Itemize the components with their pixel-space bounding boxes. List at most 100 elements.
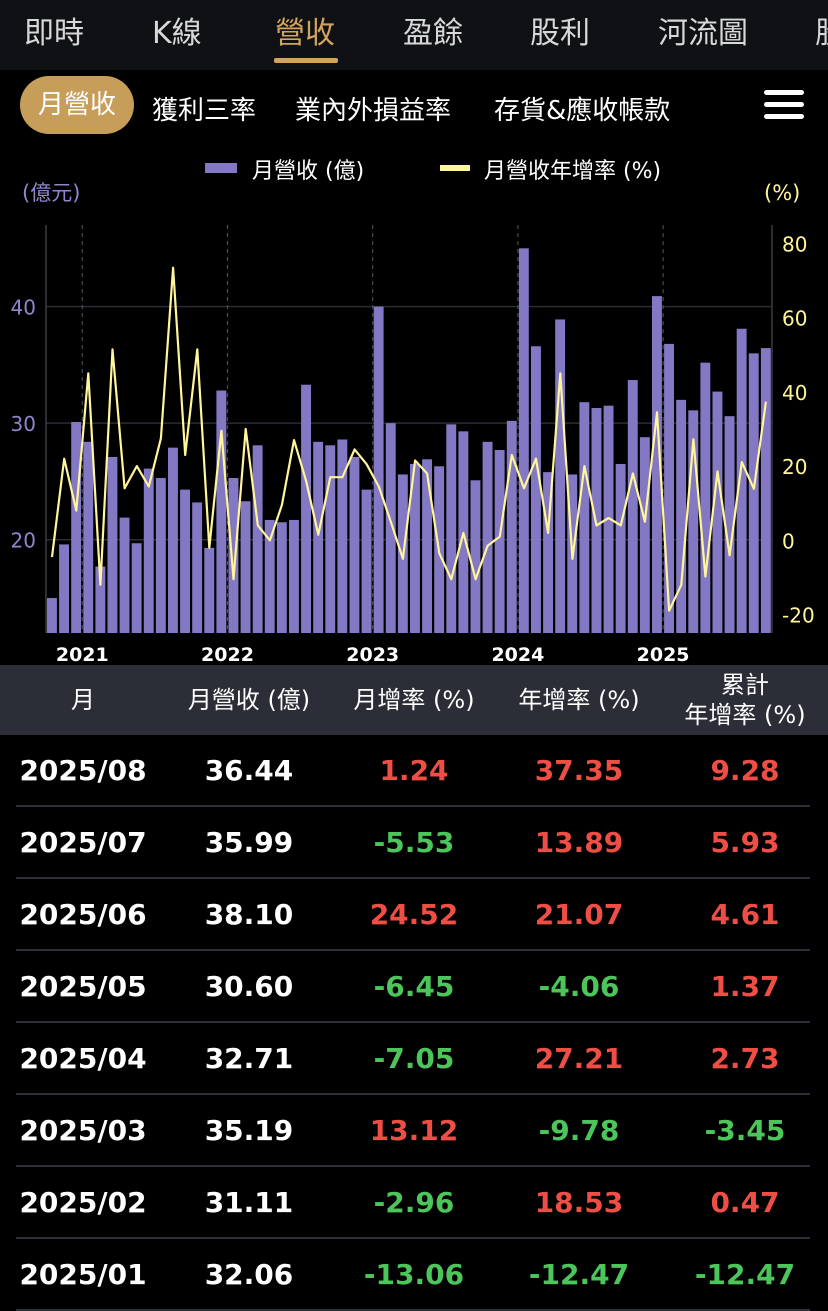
cell-mom: -6.45 [373, 970, 455, 1003]
header-mom[interactable]: 月增率 (%) [353, 686, 475, 714]
revenue-bar [216, 390, 227, 633]
active-tab-indicator [274, 58, 338, 63]
tab-river-chart[interactable]: 河流圖 [658, 16, 748, 51]
revenue-bar [664, 343, 674, 633]
revenue-bar [422, 459, 432, 633]
revenue-bar [627, 380, 638, 633]
revenue-bar [119, 517, 130, 633]
right-axis-unit: (%) [764, 181, 800, 205]
cell-mom: 13.12 [369, 1114, 459, 1147]
revenue-bar [482, 441, 493, 633]
revenue-bar [676, 399, 687, 633]
cell-revenue: 35.19 [204, 1114, 294, 1147]
subtab-inventory-receivables[interactable]: 存貨&應收帳款 [494, 96, 671, 126]
cell-cum: 1.37 [710, 970, 780, 1003]
revenue-bar [712, 391, 723, 633]
cell-yoy: -9.78 [538, 1114, 620, 1147]
tab-stock-partial[interactable]: 股 [815, 8, 828, 52]
revenue-bar [71, 422, 82, 633]
cell-month: 2025/07 [19, 826, 147, 859]
table-row[interactable]: 2025/05 30.60 -6.45 -4.06 1.37 [0, 951, 828, 1023]
cell-mom: -5.53 [373, 826, 455, 859]
revenue-bar [131, 543, 142, 633]
x-tick-label: 2023 [346, 644, 399, 665]
cell-month: 2025/02 [19, 1186, 147, 1219]
revenue-bar [180, 489, 190, 633]
cell-cum: 4.61 [710, 898, 780, 931]
cell-month: 2025/06 [19, 898, 147, 931]
tab-earnings[interactable]: 盈餘 [403, 16, 463, 51]
tab-realtime[interactable]: 即時 [24, 16, 84, 51]
legend-yoy-label: 月營收年增率 (%) [484, 159, 661, 184]
table-row[interactable]: 2025/07 35.99 -5.53 13.89 5.93 [0, 807, 828, 879]
cell-revenue: 32.06 [204, 1258, 294, 1291]
cell-month: 2025/08 [19, 754, 147, 787]
table-row[interactable]: 2025/08 36.44 1.24 37.35 9.28 [0, 735, 828, 807]
left-axis-unit: (億元) [22, 181, 80, 205]
tab-kline[interactable]: K線 [152, 16, 202, 51]
table-row[interactable]: 2025/03 35.19 13.12 -9.78 -3.45 [0, 1095, 828, 1167]
yoy-line [50, 266, 767, 612]
revenue-bar [289, 519, 299, 633]
revenue-bar [760, 348, 771, 633]
revenue-bar [543, 472, 553, 633]
revenue-bar [228, 477, 239, 633]
revenue-bar [264, 519, 275, 633]
header-month[interactable]: 月 [71, 686, 95, 714]
revenue-bar [639, 437, 650, 633]
revenue-bar [603, 405, 614, 633]
legend-line-swatch [440, 165, 470, 171]
cell-mom: -2.96 [373, 1186, 455, 1219]
revenue-bar [240, 501, 251, 633]
row-divider [16, 1165, 810, 1167]
revenue-bar [385, 423, 396, 633]
x-tick-label: 2025 [637, 644, 690, 665]
tab-dividend[interactable]: 股利 [530, 16, 590, 51]
header-cumulative-yoy[interactable]: 累計 年增率 (%) [662, 665, 828, 735]
revenue-bar [724, 416, 735, 633]
yoy-line-path [50, 266, 767, 612]
cell-month: 2025/03 [19, 1114, 147, 1147]
revenue-bar [506, 420, 517, 633]
revenue-bar [95, 566, 106, 633]
right-tick-label: 40 [782, 381, 807, 405]
right-tick-label: 80 [782, 233, 807, 257]
revenue-bar [276, 522, 287, 633]
row-divider [16, 1093, 810, 1095]
cell-revenue: 32.71 [204, 1042, 294, 1075]
sub-tab-bar: 月營收 獲利三率 業內外損益率 存貨&應收帳款 [0, 70, 828, 140]
row-divider [16, 805, 810, 807]
revenue-bar [494, 449, 505, 633]
cell-revenue: 38.10 [204, 898, 294, 931]
tab-revenue[interactable]: 營收 [275, 16, 335, 51]
table-row[interactable]: 2025/06 38.10 24.52 21.07 4.61 [0, 879, 828, 951]
subtab-operating-income-ratio[interactable]: 業內外損益率 [295, 96, 452, 126]
row-divider [16, 1021, 810, 1023]
row-divider [16, 877, 810, 879]
cell-cum: -12.47 [694, 1258, 796, 1291]
table-row[interactable]: 2025/04 32.71 -7.05 27.21 2.73 [0, 1023, 828, 1095]
revenue-bar [410, 463, 420, 633]
cell-yoy: -12.47 [528, 1258, 630, 1291]
revenue-bar [531, 346, 541, 633]
right-tick-label: 0 [782, 529, 795, 553]
header-yoy[interactable]: 年增率 (%) [518, 686, 640, 714]
cell-yoy: 21.07 [534, 898, 624, 931]
revenue-bar [349, 456, 360, 633]
table-row[interactable]: 2025/01 32.06 -13.06 -12.47 -12.47 [0, 1239, 828, 1311]
chart-grid [45, 225, 773, 633]
revenue-bar [748, 353, 759, 633]
left-tick-label: 40 [11, 296, 36, 320]
revenue-bar [107, 456, 118, 633]
table-row[interactable]: 2025/02 31.11 -2.96 18.53 0.47 [0, 1167, 828, 1239]
subtab-profit-margins[interactable]: 獲利三率 [152, 96, 257, 126]
revenue-chart: 月營收 (億) 月營收年增率 (%) (億元) (%) 20 30 40 80 60 40… [11, 159, 815, 665]
revenue-bar [470, 480, 481, 633]
header-revenue[interactable]: 月營收 (億) [187, 686, 311, 714]
legend-revenue-label: 月營收 (億) [252, 159, 364, 184]
revenue-bar [59, 544, 69, 633]
revenue-bar [252, 445, 263, 633]
subtab-monthly-revenue[interactable]: 月營收 [20, 76, 134, 134]
legend-bar-swatch [205, 163, 237, 173]
list-menu-icon[interactable] [764, 90, 804, 120]
